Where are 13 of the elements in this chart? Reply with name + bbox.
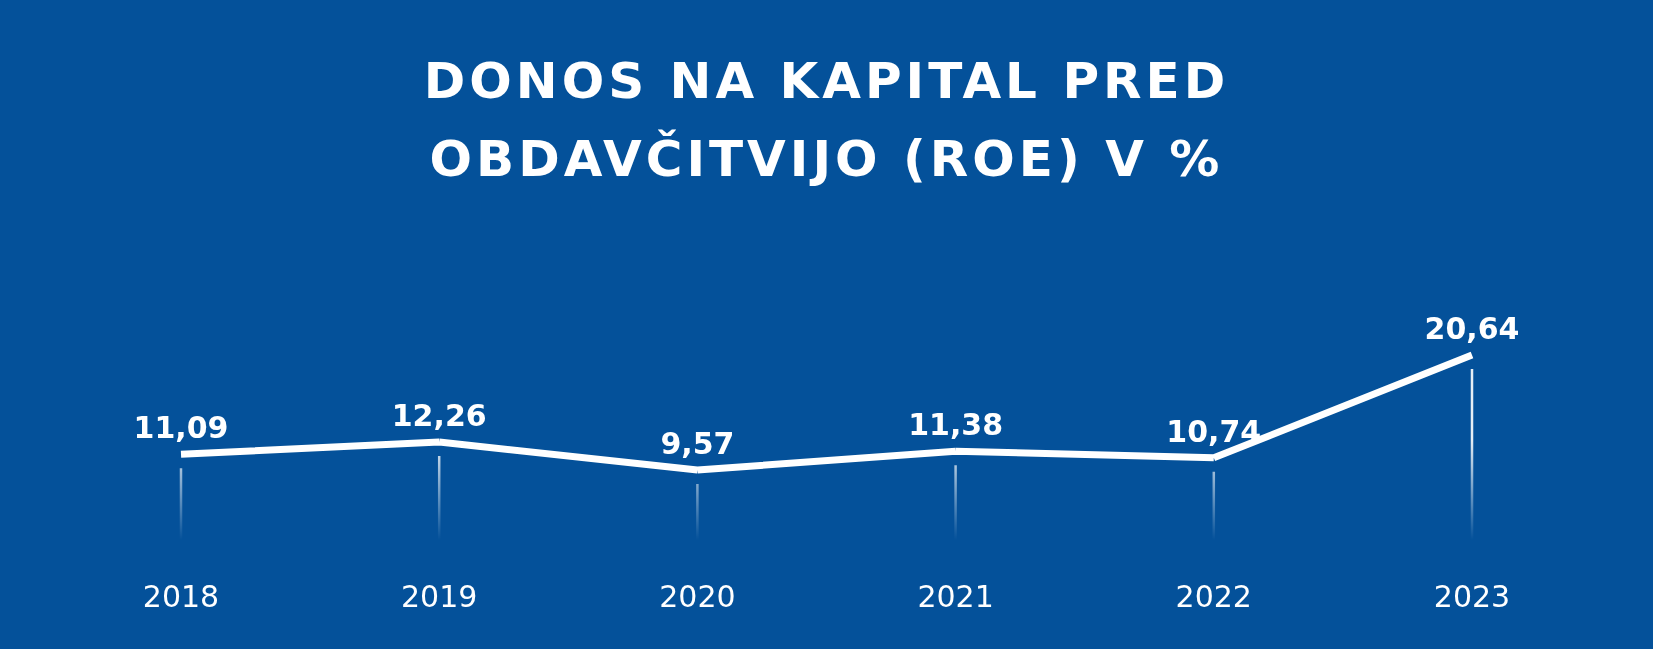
x-tick-label: 2019 [401,579,478,614]
x-tick-label: 2023 [1433,579,1511,614]
data-label: 12,26 [391,398,487,434]
data-label: 11,38 [908,407,1004,443]
x-tick-label: 2018 [142,579,220,614]
data-label: 10,74 [1166,413,1262,449]
data-label: 9,57 [660,426,735,461]
data-label: 20,64 [1424,311,1520,346]
x-tick-label: 2021 [917,579,994,614]
chart-title: DONOS NA KAPITAL PRED OBDAVČITVIJO (ROE) V % [423,52,1230,188]
x-tick-label: 2020 [659,579,736,614]
data-label: 11,09 [133,410,229,446]
x-tick-label: 2022 [1175,579,1252,614]
